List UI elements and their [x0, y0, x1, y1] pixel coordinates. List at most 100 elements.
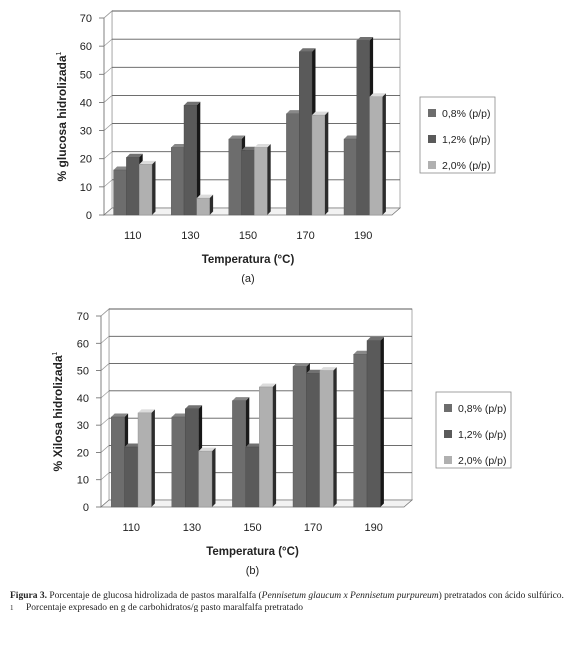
- legend-label: 1,2% (p/p): [442, 134, 490, 146]
- bar-front: [138, 164, 153, 216]
- gridline-depth: [100, 390, 110, 399]
- gridline-depth: [100, 417, 110, 426]
- y-tick-label: 20: [77, 447, 89, 459]
- bar-front: [299, 51, 313, 216]
- legend-label: 2,0% (p/p): [442, 160, 490, 172]
- bar-front: [286, 113, 300, 216]
- side-wall: [103, 10, 113, 216]
- gridline-depth: [100, 472, 110, 480]
- bar: [311, 111, 329, 216]
- bar-top: [254, 143, 271, 148]
- legend-label: 1,2% (p/p): [458, 429, 506, 441]
- gridline-depth: [103, 67, 113, 75]
- legend-label: 2,0% (p/p): [458, 455, 506, 467]
- bar-front: [245, 446, 260, 508]
- bar-top: [111, 413, 129, 417]
- bar: [183, 101, 201, 216]
- bar: [198, 447, 216, 508]
- x-tick-label: 110: [124, 230, 142, 242]
- bar-front: [259, 386, 273, 508]
- legend-swatch: [428, 109, 436, 117]
- bar-front: [124, 446, 139, 508]
- bar-front: [369, 96, 383, 216]
- bar-top: [113, 166, 130, 170]
- bar-top: [299, 48, 316, 52]
- bar: [319, 367, 337, 508]
- bar-top: [312, 111, 329, 116]
- y-axis-label-sup: 1: [52, 351, 59, 355]
- y-tick-label: 20: [80, 154, 92, 166]
- x-tick-label: 150: [239, 230, 257, 242]
- bar: [137, 409, 155, 508]
- x-tick-label: 150: [243, 522, 261, 534]
- bar-side: [324, 111, 329, 215]
- y-axis-label-text: % Xilosa hidrolizada: [51, 355, 65, 471]
- legend-swatch: [428, 135, 436, 143]
- bar-front: [311, 114, 326, 216]
- bar-top: [293, 362, 310, 367]
- bar-front: [196, 197, 210, 216]
- x-tick-label: 170: [296, 230, 314, 242]
- bar-top: [171, 143, 188, 148]
- bar: [138, 160, 156, 216]
- x-tick-label: 190: [354, 230, 372, 242]
- bar-front: [306, 373, 320, 508]
- figure-caption: Figura 3. Porcentaje de glucosa hidroliz…: [10, 590, 565, 614]
- bar-top: [356, 37, 374, 41]
- bar-top: [319, 367, 337, 371]
- gridline-depth: [100, 308, 110, 317]
- x-tick-label: 130: [183, 522, 201, 534]
- bar: [366, 337, 384, 508]
- caption-species: Pennisetum glaucum x Pennisetum purpureu…: [261, 591, 439, 601]
- y-tick-label: 30: [80, 126, 92, 138]
- bar-top: [232, 397, 250, 401]
- bar-top: [124, 443, 142, 447]
- bar-top: [367, 337, 384, 341]
- bar-side: [380, 337, 384, 507]
- bar-top: [139, 160, 156, 165]
- gridline-depth: [103, 151, 113, 159]
- panel-label: (b): [246, 565, 259, 577]
- chart-glucosa: 0 10 20 30 40 50 60 70 110 130 150 170 190 % glucosa …: [55, 10, 496, 285]
- y-tick-label: 40: [80, 97, 92, 109]
- gridline-depth: [103, 123, 113, 131]
- bar: [254, 143, 271, 216]
- bar-front: [292, 366, 307, 508]
- bar-front: [228, 138, 242, 216]
- footnote-text: Porcentaje expresado en g de carbohidrat…: [26, 603, 303, 613]
- bar-top: [126, 153, 143, 158]
- legend: 0,8% (p/p) 1,2% (p/p) 2,0% (p/p): [419, 96, 496, 174]
- bar-top: [171, 413, 189, 417]
- bar-top: [245, 443, 263, 447]
- bar-top: [286, 110, 303, 114]
- bar-top: [344, 135, 361, 140]
- bar-front: [241, 150, 255, 216]
- legend-swatch: [444, 404, 452, 412]
- y-tick-label: 50: [77, 366, 89, 378]
- y-tick-label: 70: [77, 311, 89, 323]
- gridline-depth: [100, 445, 110, 453]
- bar-front: [183, 105, 198, 216]
- x-tick-label: 190: [365, 522, 383, 534]
- y-tick-label: 0: [86, 210, 92, 222]
- bar: [259, 383, 277, 508]
- y-axis-label: % glucosa hidrolizada1: [55, 51, 69, 181]
- bar-front: [356, 40, 370, 216]
- bar-front: [113, 169, 127, 216]
- bar-side: [382, 93, 386, 215]
- bar-front: [184, 408, 199, 508]
- bar-front: [137, 412, 152, 508]
- x-axis-label: Temperatura (°C): [206, 546, 299, 558]
- bar-side: [196, 101, 201, 215]
- bar-front: [319, 370, 334, 508]
- y-axis-label-sup: 1: [56, 51, 63, 55]
- bar-front: [126, 157, 140, 216]
- footnote-mark: 1: [10, 604, 14, 612]
- y-tick-label: 70: [80, 13, 92, 25]
- x-axis-label: Temperatura (°C): [202, 254, 295, 266]
- caption-text-before: Porcentaje de glucosa hidrolizada de pas…: [49, 591, 262, 601]
- bar-top: [228, 135, 246, 140]
- legend-swatch: [444, 430, 452, 438]
- bar-top: [138, 409, 155, 413]
- bar-side: [209, 194, 214, 215]
